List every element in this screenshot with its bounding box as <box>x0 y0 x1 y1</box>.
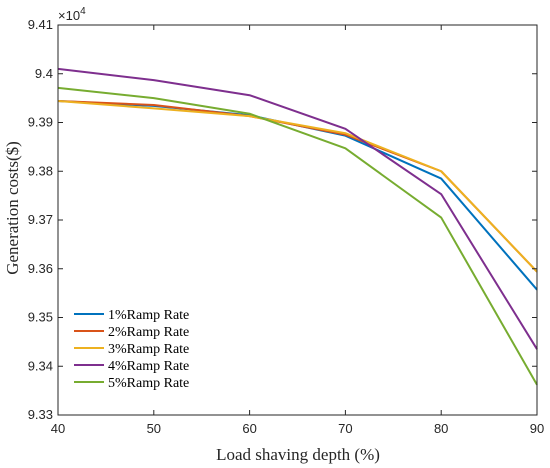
series-line-3 <box>57 100 538 273</box>
x-tick-label: 50 <box>147 421 161 436</box>
x-tick-label: 90 <box>530 421 544 436</box>
x-axis-title: Load shaving depth (%) <box>216 445 380 464</box>
y-tick-label: 9.39 <box>28 115 53 130</box>
y-tick-label: 9.41 <box>28 17 53 32</box>
x-tick-label: 40 <box>51 421 65 436</box>
y-tick-label: 9.35 <box>28 310 53 325</box>
y-tick-label: 9.37 <box>28 212 53 227</box>
y-tick-label: 9.4 <box>35 66 53 81</box>
x-tick-label: 70 <box>338 421 352 436</box>
legend-label: 2%Ramp Rate <box>108 325 189 340</box>
series-lines <box>57 67 538 386</box>
x-axis-ticks: 40 50 60 70 80 90 <box>51 25 544 436</box>
legend-label: 3%Ramp Rate <box>108 342 189 357</box>
y-tick-label: 9.33 <box>28 407 53 422</box>
y-multiplier-exponent: 4 <box>80 6 86 17</box>
legend: 1%Ramp Rate 2%Ramp Rate 3%Ramp Rate 4%Ramp … <box>74 308 189 391</box>
series-line-4 <box>57 67 538 350</box>
legend-label: 5%Ramp Rate <box>108 376 189 391</box>
legend-label: 1%Ramp Rate <box>108 308 189 323</box>
series-line-5 <box>57 86 538 386</box>
y-multiplier-label: ×104 <box>58 6 86 23</box>
y-tick-label: 9.38 <box>28 163 53 178</box>
y-axis-ticks: 9.33 9.34 9.35 9.36 9.37 9.38 9.39 9.4 9.41 <box>28 17 537 422</box>
x-tick-label: 80 <box>434 421 448 436</box>
y-tick-label: 9.36 <box>28 261 53 276</box>
legend-label: 4%Ramp Rate <box>108 359 189 374</box>
x-tick-label: 60 <box>242 421 256 436</box>
y-tick-label: 9.34 <box>28 358 53 373</box>
y-axis-title: Generation costs($) <box>3 141 22 275</box>
